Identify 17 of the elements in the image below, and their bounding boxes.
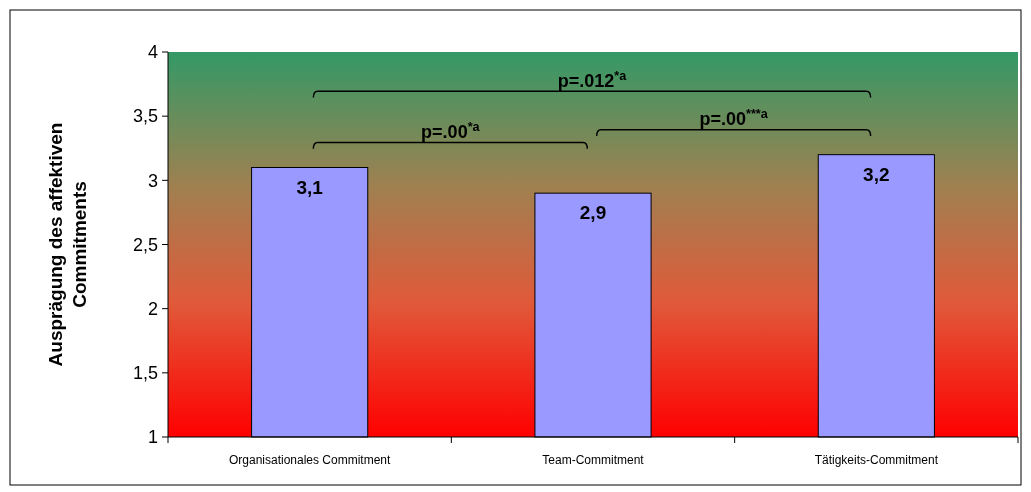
- annotation: p=.00$^{*a}$: [421, 119, 481, 142]
- y-tick-label: 2: [147, 298, 158, 319]
- x-tick-label: Tätigkeits-Commitment: [814, 453, 939, 467]
- annotation: p=.00$^{***a}$: [699, 107, 769, 129]
- y-tick-label: 1,5: [132, 363, 158, 384]
- y-tick-label: 3,5: [132, 106, 158, 127]
- y-tick-label: 1: [147, 427, 158, 448]
- y-tick-label: 3: [147, 170, 158, 191]
- data-label: 3,1: [296, 176, 324, 198]
- annotation: p=.012$^{*a}$: [557, 68, 628, 91]
- y-tick-label: 4: [147, 42, 158, 63]
- y-axis-title: Ausprägung des affektiven Commitments: [45, 122, 90, 367]
- x-tick-label: Team-Commitment: [542, 453, 645, 467]
- data-label: 2,9: [579, 202, 607, 224]
- x-tick-label: Organisationales Commitment: [228, 453, 392, 467]
- data-label: 3,2: [863, 163, 890, 185]
- y-tick-label: 2,5: [132, 234, 158, 255]
